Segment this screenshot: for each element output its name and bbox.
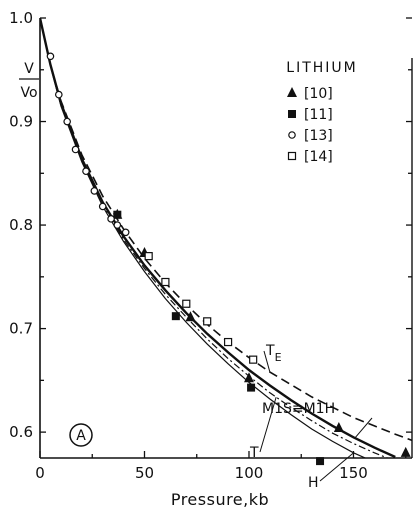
legend-entry-label: [11] [304,107,333,123]
curve-label-te: TE [265,343,282,364]
curve-label-h-leader [319,452,354,482]
data-point [247,383,256,392]
data-point [185,311,196,322]
legend-marker [288,131,296,139]
data-point [71,145,80,154]
y-tick-label: 1.0 [9,9,33,27]
data-point [333,421,344,432]
axes: 0.6 0.7 0.8 0.9 1.0 0 50 100 150 [9,9,413,482]
curve-label-m1s-m1h-leader [355,417,373,438]
data-point [203,317,212,326]
legend-entry-label: [13] [304,128,333,144]
series-10 [112,208,411,457]
series-14 [144,252,258,364]
legend-title: LITHIUM [286,60,357,76]
curve-label-t-leader [259,396,277,453]
series-13 [46,52,130,237]
data-point [90,187,99,195]
data-point [82,167,90,176]
curve-label-h: H [308,475,319,491]
legend-marker [287,87,297,97]
curve-label-te-main: T [265,343,275,359]
x-tick-label: 0 [35,464,45,482]
curve-label-te-leader [263,350,271,373]
curve-label-t: T [249,445,259,461]
panel-label: A [76,428,86,444]
x-tick-label: 100 [235,464,264,482]
data-points [46,52,411,466]
data-point [182,299,191,308]
y-axis-label-numerator: V [24,61,34,77]
y-tick-label: 0.7 [9,320,33,338]
x-tick-label: 50 [135,464,154,482]
legend-marker [287,151,297,161]
curve-t [40,18,390,458]
data-point [63,117,71,126]
data-point [223,337,233,347]
legend-marker [288,110,296,118]
series-11 [113,210,325,466]
curve-label-m1s-m1h: M1S≡M1H [262,401,335,417]
data-point [400,446,411,457]
data-point [161,277,170,287]
data-point [171,312,180,321]
y-axis-label-denominator: Vo [20,85,37,101]
y-axis-label: V Vo [19,61,39,101]
y-tick-label: 0.6 [9,423,33,441]
data-point [144,252,153,261]
curve-h [40,18,367,458]
data-point [107,215,115,223]
curve-label-te-sub: E [275,351,282,364]
data-point [243,372,254,383]
model-curves [40,18,412,458]
data-point [249,355,258,364]
y-tick-label: 0.8 [9,216,33,234]
x-axis-label: Pressure,kb [171,490,269,509]
data-point [113,221,122,229]
legend: LITHIUM [10] [11] [13] [14] [286,60,357,165]
curve-te [40,18,412,442]
data-point [121,228,130,237]
data-point [55,90,63,99]
data-point [316,457,325,466]
data-point [98,202,107,211]
data-point [113,210,122,219]
panel-label-circle [69,423,93,447]
legend-entry-label: [14] [304,149,333,165]
x-tick-label: 150 [339,464,368,482]
data-point [46,52,55,61]
curve-m1s-m1h [40,18,396,458]
legend-entry-label: [10] [304,86,333,102]
y-tick-label: 0.9 [9,113,33,131]
